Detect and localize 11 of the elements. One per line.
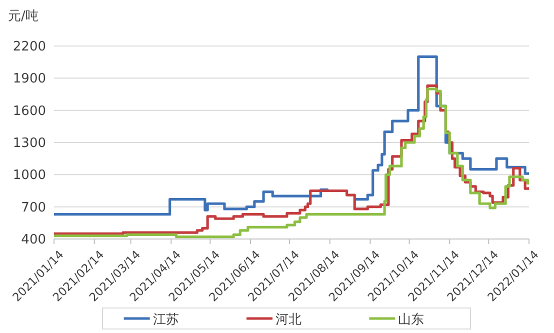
y-tick-label: 400 bbox=[21, 232, 46, 248]
y-tick-label: 1000 bbox=[12, 168, 46, 184]
legend-label: 江苏 bbox=[152, 312, 179, 328]
y-tick-label: 2200 bbox=[12, 40, 46, 54]
y-tick-label: 700 bbox=[21, 200, 46, 216]
legend-label: 山东 bbox=[398, 312, 424, 328]
y-tick-label: 1300 bbox=[12, 136, 46, 151]
y-tick-label: 1600 bbox=[12, 104, 46, 119]
y-axis-title: 元/吨 bbox=[8, 9, 38, 24]
legend-label: 河北 bbox=[276, 312, 302, 328]
y-tick-label: 1900 bbox=[12, 72, 46, 87]
